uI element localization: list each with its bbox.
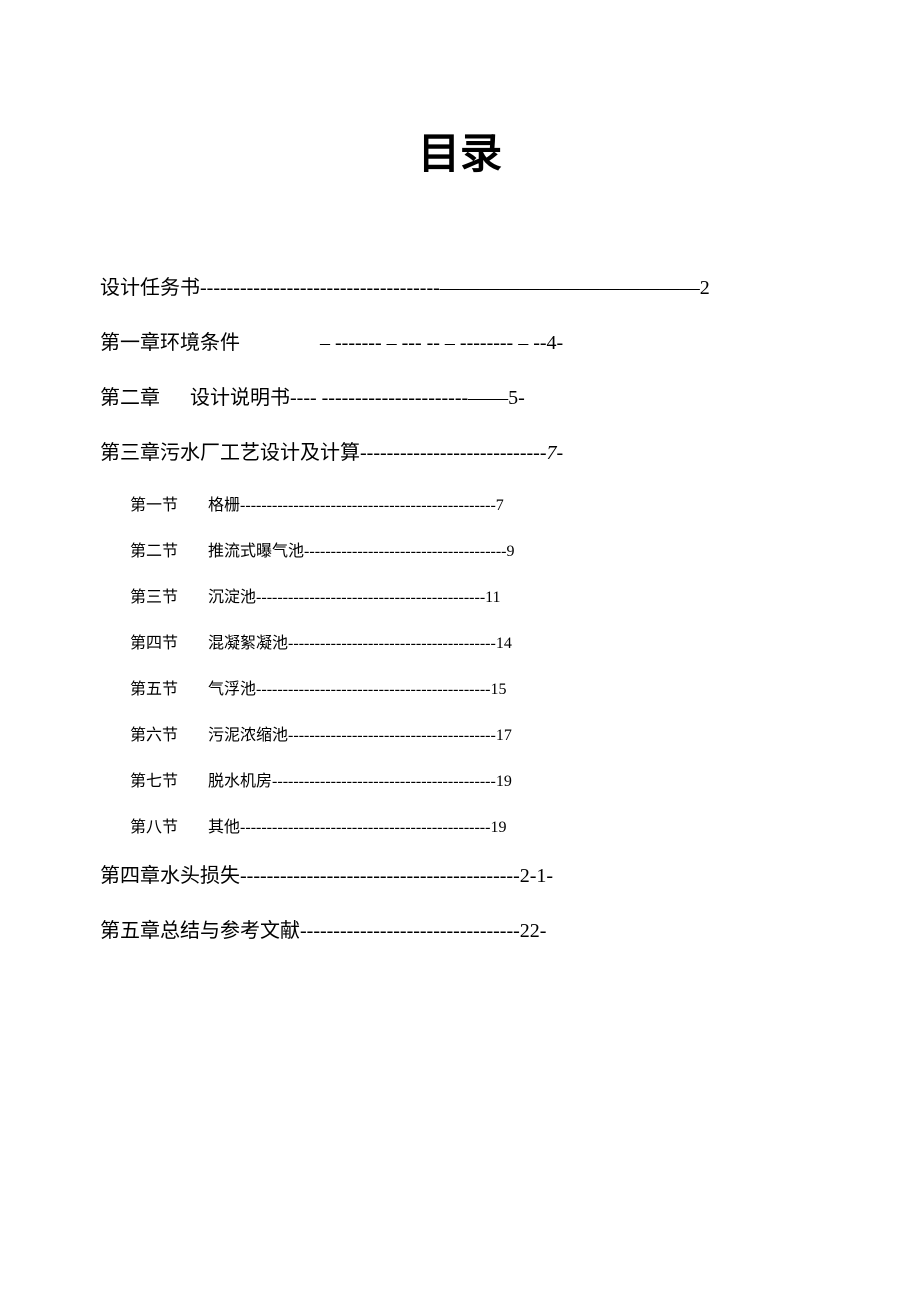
toc-sublabel: 推流式曝气池 [208,537,304,561]
toc-page-number: 2 [700,277,710,300]
toc-sublabel: 沉淀池 [208,583,256,607]
toc-entry: 第一章环境条件 – ------- – --- -- – -------- – -… [100,326,820,355]
toc-page-number: 9 [507,543,515,561]
toc-leader: ----------------------------------------… [272,773,496,791]
toc-leader: ----------------------------------------… [240,865,520,888]
toc-leader: ------------------------------------————… [200,277,700,300]
toc-entry: 第一节 格栅-----------------------------------… [100,491,820,515]
toc-entry: 第五节 气浮池 ---------------------------------… [100,675,820,699]
document-title: 目录 [100,120,820,181]
toc-sublabel: 脱水机房 [208,767,272,791]
toc-label: 第五节 [130,675,178,699]
toc-leader: ----------------------------------------… [256,681,490,699]
toc-page-number: 19 [490,819,506,837]
table-of-contents: 设计任务书 ----------------------------------… [100,271,820,943]
toc-page-number: 4- [547,332,564,355]
toc-sublabel: 其他 [208,813,240,837]
toc-leader: -------------------------------------- [304,543,506,561]
toc-label: 第八节 [130,813,178,837]
toc-label: 第一章环境条件 [100,326,240,355]
toc-entry: 第二节 推流式曝气池-------------------------------… [100,537,820,561]
toc-label: 第三节 [130,583,178,607]
toc-entry: 第四章水头损失---------------------------------… [100,859,820,888]
toc-sublabel: 设计说明书 [190,381,290,410]
toc-page-number: 7- [546,442,563,465]
toc-leader: ---------------------------- [360,442,546,465]
toc-leader: --------------------------------- [300,920,520,943]
toc-sublabel: 污泥浓缩池 [208,721,288,745]
toc-leader: ----------------------------------------… [240,497,496,515]
toc-label: 第三章污水厂工艺设计及计算 [100,436,360,465]
toc-label: 第七节 [130,767,178,791]
toc-label: 第二节 [130,537,178,561]
toc-label: 设计任务书 [100,271,200,300]
toc-page-number: 7 [496,497,504,515]
toc-leader: --------------------------------------- [288,727,496,745]
toc-page-number: 5- [508,387,525,410]
toc-entry: 第三章污水厂工艺设计及计算---------------------------… [100,436,820,465]
toc-entry: 第七节 脱水机房 --------------------------------… [100,767,820,791]
toc-label: 第六节 [130,721,178,745]
toc-page-number: 15 [490,681,506,699]
toc-entry: 第四节 混凝絮凝池 -------------------------------… [100,629,820,653]
toc-page-number: 11 [485,589,500,607]
toc-leader: – ------- – --- -- – -------- – -- [320,332,547,355]
toc-leader: ----------------------------------------… [240,819,490,837]
toc-page-number: 2-1- [520,865,553,888]
toc-label: 第五章总结与参考文献 [100,914,300,943]
toc-page-number: 22- [520,920,547,943]
toc-page-number: 17 [496,727,512,745]
toc-sublabel: 格栅 [208,491,240,515]
toc-label: 第四节 [130,629,178,653]
toc-entry: 第二章 设计说明书 ---- ----------------------——5- [100,381,820,410]
toc-entry: 第五章总结与参考文献 -----------------------------… [100,914,820,943]
toc-page-number: 14 [496,635,512,653]
toc-label: 第一节 [130,491,178,515]
toc-label: 第二章 [100,381,160,410]
toc-leader: ---- ----------------------—— [290,387,508,410]
toc-entry: 第六节 污泥浓缩池 -------------------------------… [100,721,820,745]
toc-entry: 设计任务书 ----------------------------------… [100,271,820,300]
toc-entry: 第八节 其他 ----------------------------------… [100,813,820,837]
toc-leader: ----------------------------------------… [256,589,485,607]
toc-sublabel: 混凝絮凝池 [208,629,288,653]
toc-entry: 第三节 沉淀池 ---------------------------------… [100,583,820,607]
toc-page-number: 19 [496,773,512,791]
toc-leader: --------------------------------------- [288,635,496,653]
toc-sublabel: 气浮池 [208,675,256,699]
toc-label: 第四章水头损失 [100,859,240,888]
